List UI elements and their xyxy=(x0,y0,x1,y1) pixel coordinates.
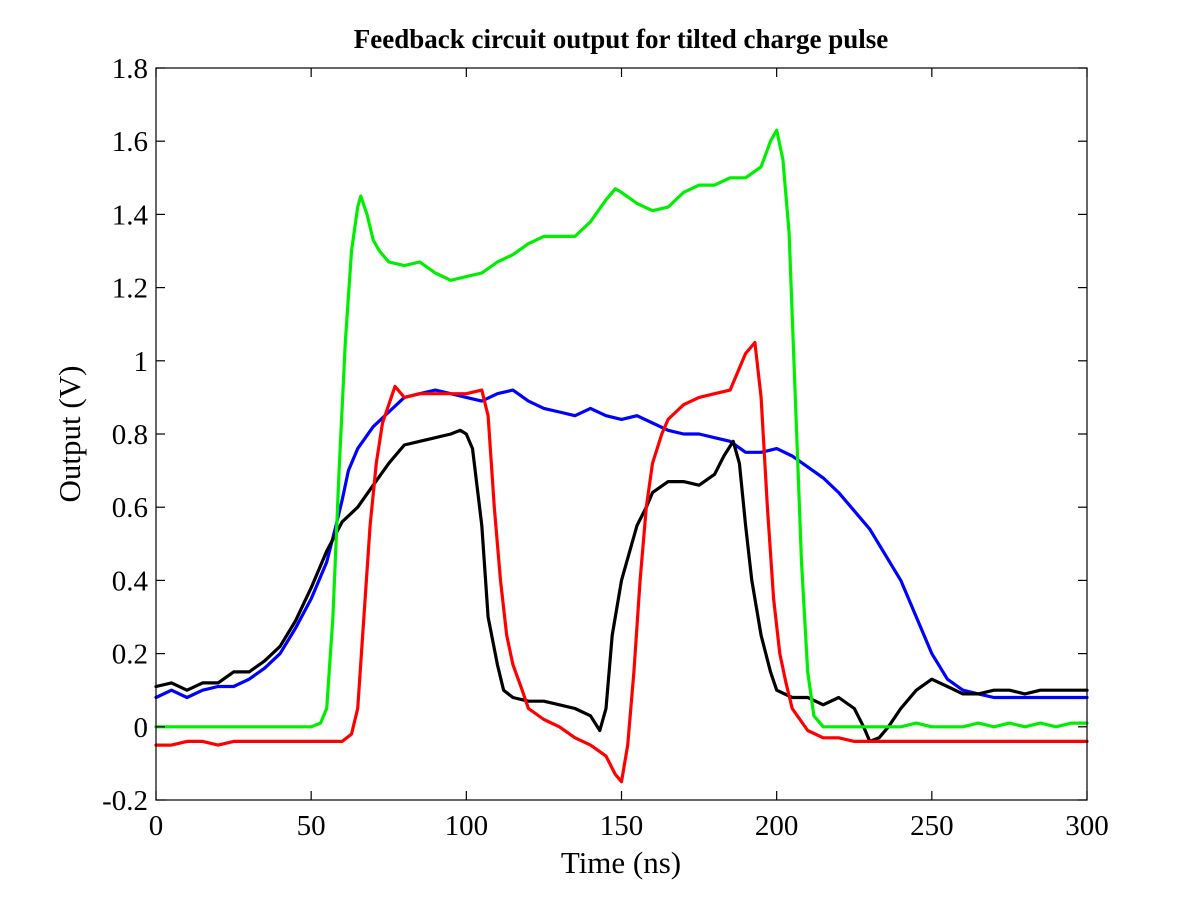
x-axis-label: Time (ns) xyxy=(561,845,681,880)
series-line-2 xyxy=(154,428,1089,743)
x-tick-label: 0 xyxy=(149,810,164,842)
series-line-4 xyxy=(154,340,1089,784)
y-tick-label: 0.6 xyxy=(112,492,148,524)
y-tick-label: 1.2 xyxy=(112,273,148,305)
y-axis: -0.2 0 0.2 0.4 0.6 0.8 1 1.2 1.4 1.6 1.8 xyxy=(102,53,1087,817)
x-tick-label: 150 xyxy=(600,810,644,842)
y-axis-label: Output (V) xyxy=(52,366,87,503)
x-tick-label: 200 xyxy=(755,810,799,842)
x-tick-label: 300 xyxy=(1065,810,1109,842)
y-tick-label: 0.4 xyxy=(112,565,149,597)
y-tick-label: 0 xyxy=(134,712,149,744)
series-layer xyxy=(154,128,1089,784)
y-tick-label: 0.2 xyxy=(112,639,148,671)
y-tick-label: -0.2 xyxy=(102,785,148,817)
y-tick-label: 0.8 xyxy=(112,419,148,451)
y-tick-label: 1 xyxy=(134,346,149,378)
x-tick-label: 250 xyxy=(910,810,954,842)
series-line-1 xyxy=(154,388,1089,700)
x-tick-label: 100 xyxy=(445,810,489,842)
chart-title: Feedback circuit output for tilted charg… xyxy=(354,24,888,54)
series-line-3 xyxy=(154,128,1089,729)
x-axis: 0 50 100 150 200 250 300 xyxy=(149,68,1109,842)
x-tick-label: 50 xyxy=(297,810,326,842)
y-tick-label: 1.8 xyxy=(112,53,148,85)
y-tick-label: 1.6 xyxy=(112,126,148,158)
y-tick-label: 1.4 xyxy=(112,199,149,231)
